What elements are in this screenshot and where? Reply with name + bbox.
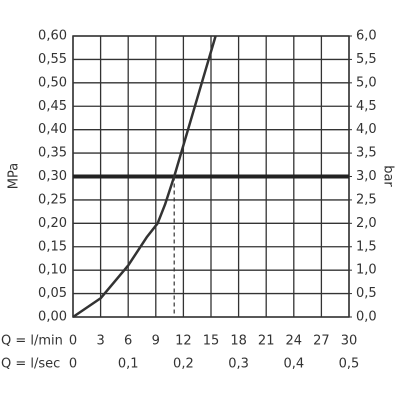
y-tick-label: 0,60 — [38, 29, 67, 44]
y-tick-label: 0,15 — [38, 239, 67, 254]
y-tick-label: 0,20 — [38, 216, 67, 231]
x-tick-label: 15 — [203, 334, 220, 349]
y2-tick-label: 2,5 — [356, 192, 377, 207]
y2-tick-label: 1,0 — [356, 263, 377, 278]
y-tick-label: 0,35 — [38, 146, 67, 161]
y2-tick-label: 6,0 — [356, 29, 377, 44]
x2-tick-label: 0,2 — [173, 357, 194, 372]
y2-tick-label: 4,0 — [356, 122, 377, 137]
y2-tick-label: 5,5 — [356, 52, 377, 67]
y2-tick-label: 3,0 — [356, 169, 377, 184]
y2-tick-label: 5,0 — [356, 75, 377, 90]
x-tick-label: 0 — [69, 334, 77, 349]
y-tick-label: 0,25 — [38, 192, 67, 207]
x-tick-label: 12 — [175, 334, 192, 349]
x2-tick-label: 0 — [69, 357, 77, 372]
x-tick-label: 24 — [286, 334, 303, 349]
x-axis-label: Q = l/min — [1, 334, 63, 349]
y2-axis-label: bar — [381, 165, 396, 187]
x-tick-label: 30 — [341, 334, 358, 349]
y2-tick-label: 4,5 — [356, 99, 377, 114]
y-tick-label: 0,10 — [38, 263, 67, 278]
x-tick-label: 9 — [152, 334, 160, 349]
y-tick-label: 0,30 — [38, 169, 67, 184]
y-tick-label: 0,00 — [38, 310, 67, 325]
data-line — [72, 35, 217, 319]
y-tick-label: 0,45 — [38, 99, 67, 114]
y-axis-label: MPa — [7, 163, 22, 189]
x-tick-label: 3 — [96, 334, 104, 349]
x-tick-label: 21 — [258, 334, 275, 349]
x-tick-label: 27 — [313, 334, 330, 349]
x-tick-label: 6 — [124, 334, 132, 349]
y-tick-label: 0,05 — [38, 286, 67, 301]
x2-axis-label: Q = l/sec — [1, 357, 60, 372]
y-tick-label: 0,55 — [38, 52, 67, 67]
y2-tick-label: 3,5 — [356, 146, 377, 161]
x-tick-label: 18 — [230, 334, 247, 349]
x2-tick-label: 0,5 — [339, 357, 360, 372]
y2-tick-label: 2,0 — [356, 216, 377, 231]
x2-tick-label: 0,3 — [228, 357, 249, 372]
x2-tick-label: 0,1 — [118, 357, 139, 372]
y2-tick-label: 0,5 — [356, 286, 377, 301]
y-tick-label: 0,40 — [38, 122, 67, 137]
y2-tick-label: 0,0 — [356, 310, 377, 325]
y2-tick-label: 1,5 — [356, 239, 377, 254]
x2-tick-label: 0,4 — [283, 357, 304, 372]
y-tick-label: 0,50 — [38, 75, 67, 90]
